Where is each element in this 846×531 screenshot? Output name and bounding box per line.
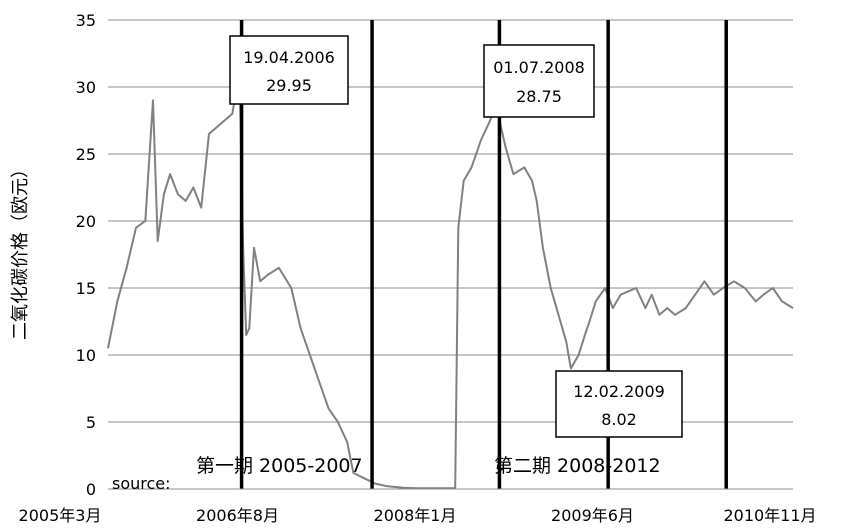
- price-series: [107, 86, 794, 490]
- source-label: source:: [112, 474, 171, 493]
- period-label-2: 第二期 2008-2012: [494, 455, 661, 477]
- y-axis-title: 二氧化碳价格（欧元）: [10, 160, 31, 340]
- annotation-2: 01.07.2008 28.75: [483, 44, 595, 118]
- y-tick-label: 0: [86, 480, 96, 499]
- x-tick-label: 2009年6月: [551, 506, 634, 525]
- y-tick-label: 25: [76, 145, 96, 164]
- x-tick-label: 2008年1月: [374, 506, 457, 525]
- y-tick-label: 20: [76, 212, 96, 231]
- annotation-box: [229, 35, 349, 105]
- period-label-1: 第一期 2005-2007: [196, 455, 363, 477]
- x-tick-label: 2006年8月: [196, 506, 279, 525]
- x-tick-label: 2010年11月: [723, 506, 816, 525]
- price-line: [107, 86, 794, 490]
- annotation-box: [555, 370, 683, 438]
- y-tick-label: 30: [76, 78, 96, 97]
- annotation-value: 8.02: [601, 410, 637, 429]
- y-tick-label: 35: [76, 11, 96, 30]
- y-tick-label: 10: [76, 346, 96, 365]
- annotation-value: 29.95: [266, 76, 312, 95]
- annotation-date: 19.04.2006: [243, 48, 335, 67]
- y-axis-tick-labels: 0 5 10 15 20 25 30 35: [76, 11, 96, 499]
- y-tick-label: 5: [86, 413, 96, 432]
- annotation-3: 12.02.2009 8.02: [555, 370, 683, 438]
- annotation-date: 12.02.2009: [573, 382, 665, 401]
- annotation-1: 19.04.2006 29.95: [229, 35, 349, 105]
- annotation-box: [483, 44, 595, 118]
- annotation-date: 01.07.2008: [493, 58, 585, 77]
- annotation-value: 28.75: [516, 87, 562, 106]
- x-axis-tick-labels: 2005年3月 2006年8月 2008年1月 2009年6月 2010年11月: [19, 506, 817, 525]
- x-tick-label: 2005年3月: [19, 506, 102, 525]
- y-tick-label: 15: [76, 279, 96, 298]
- horizontal-gridlines: [108, 19, 793, 423]
